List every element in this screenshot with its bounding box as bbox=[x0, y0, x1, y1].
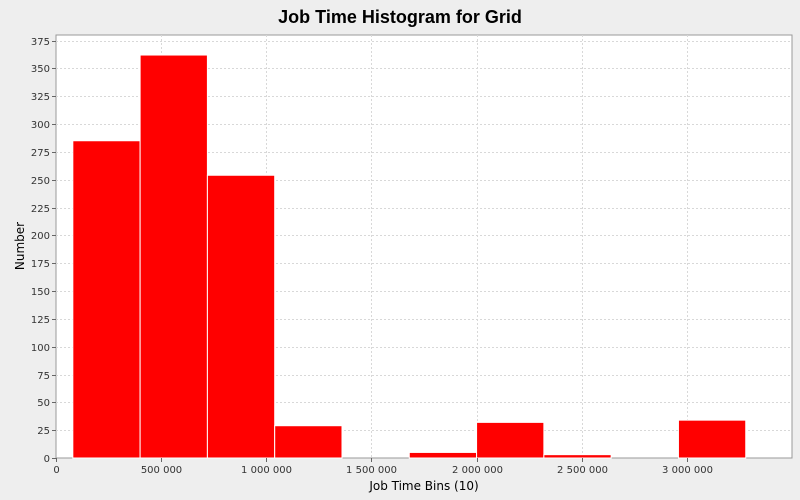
histogram-bar bbox=[677, 419, 747, 459]
x-tick-label: 500 000 bbox=[141, 465, 182, 476]
x-tick-label: 1 500 000 bbox=[346, 465, 397, 476]
histogram-bar bbox=[543, 454, 612, 459]
x-tick-label: 2 500 000 bbox=[557, 465, 608, 476]
histogram-bar bbox=[476, 421, 545, 459]
x-tick-label: 3 000 000 bbox=[662, 465, 713, 476]
y-tick-label: 25 bbox=[37, 426, 50, 437]
y-tick-label: 250 bbox=[31, 176, 50, 187]
y-tick-label: 125 bbox=[31, 315, 50, 326]
y-tick-label: 300 bbox=[31, 120, 50, 131]
y-tick-label: 275 bbox=[31, 148, 50, 159]
x-tick-label: 2 000 000 bbox=[452, 465, 503, 476]
y-tick-label: 100 bbox=[31, 343, 50, 354]
x-tick-label: 0 bbox=[53, 465, 59, 476]
y-tick-label: 225 bbox=[31, 204, 50, 215]
histogram-bar bbox=[72, 140, 141, 459]
histogram-bar bbox=[274, 425, 343, 459]
y-tick-label: 325 bbox=[31, 92, 50, 103]
y-tick-label: 0 bbox=[44, 454, 50, 465]
histogram-bar bbox=[408, 451, 478, 459]
bars-layer bbox=[72, 54, 747, 459]
y-tick-label: 375 bbox=[31, 37, 50, 48]
x-axis-label: Job Time Bins (10) bbox=[368, 479, 478, 493]
y-tick-label: 50 bbox=[37, 398, 50, 409]
axes-layer: 0 25 50 75 100 125 150 175 200 225 250 275 300 325 350… bbox=[31, 37, 713, 476]
y-axis-label: Number bbox=[13, 222, 27, 270]
y-tick-label: 175 bbox=[31, 259, 50, 270]
y-tick-label: 150 bbox=[31, 287, 50, 298]
grid-layer bbox=[56, 35, 792, 458]
y-tick-label: 350 bbox=[31, 64, 50, 75]
y-tick-label: 75 bbox=[37, 371, 50, 382]
x-tick-label: 1 000 000 bbox=[241, 465, 292, 476]
chart-title: Job Time Histogram for Grid bbox=[278, 7, 522, 27]
histogram-bar bbox=[139, 54, 208, 459]
y-tick-label: 200 bbox=[31, 231, 50, 242]
histogram-bar bbox=[206, 174, 276, 459]
